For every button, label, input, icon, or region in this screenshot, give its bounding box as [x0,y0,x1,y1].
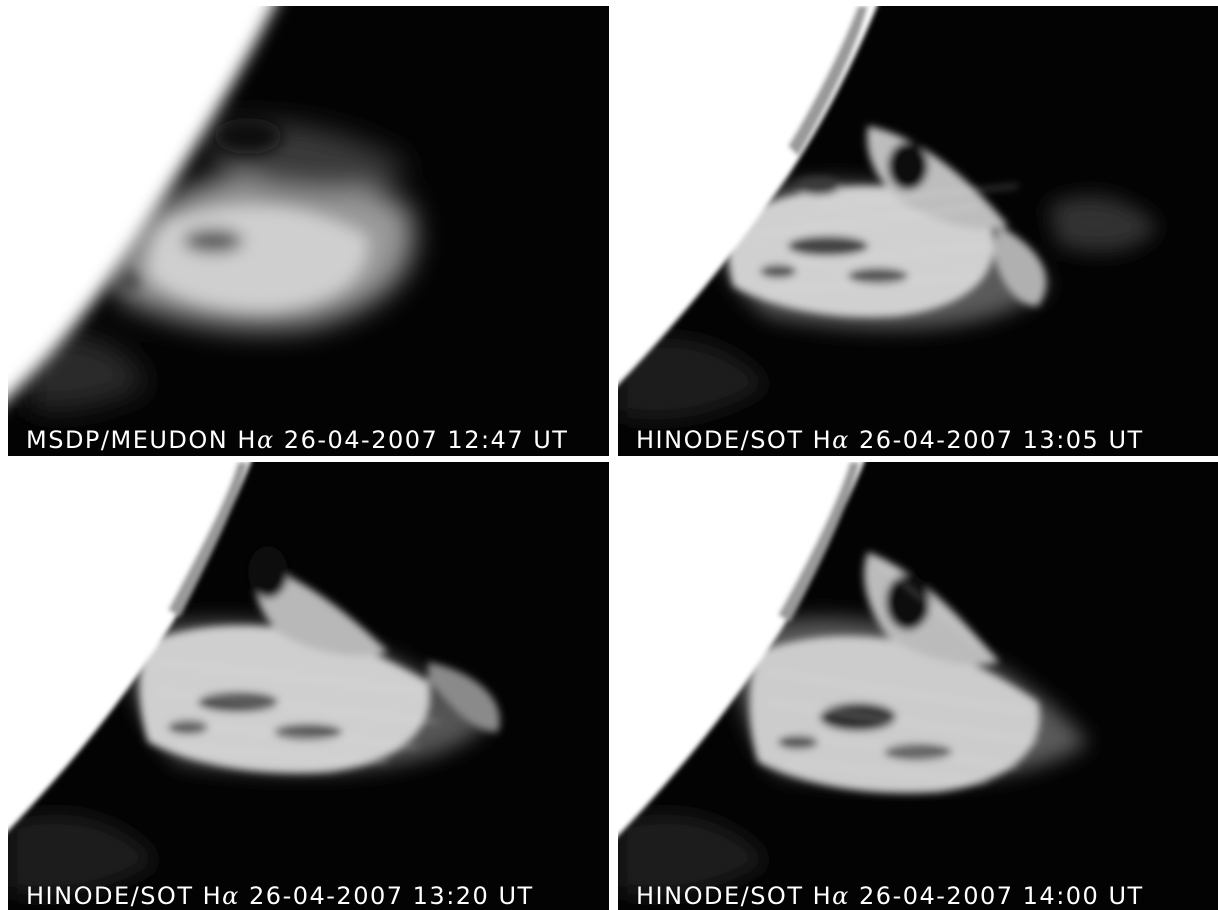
time-label: 12:47 [447,426,525,454]
prominence-image [8,6,609,456]
date-label: 26-04-2007 [859,426,1014,454]
panel-caption: HINODE/SOT Hα 26-04-2007 13:05 UT [636,428,1144,452]
prominence-image [8,462,609,910]
instrument-label: HINODE/SOT [636,426,804,454]
prominence-image [618,462,1218,910]
image-panel-sot-1400: HINODE/SOT Hα 26-04-2007 14:00 UT [618,462,1218,910]
image-panel-sot-1305: HINODE/SOT Hα 26-04-2007 13:05 UT [618,6,1218,456]
line-label: Hα [202,882,240,910]
instrument-label: HINODE/SOT [636,882,804,910]
time-unit-label: UT [498,882,534,910]
time-unit-label: UT [1108,426,1144,454]
date-label: 26-04-2007 [249,882,404,910]
image-panel-msdp-1247: MSDP/MEUDON Hα 26-04-2007 12:47 UT [8,6,609,456]
image-panel-sot-1320: HINODE/SOT Hα 26-04-2007 13:20 UT [8,462,609,910]
time-label: 14:00 [1022,882,1100,910]
time-unit-label: UT [533,426,569,454]
instrument-label: HINODE/SOT [26,882,194,910]
line-label: Hα [237,426,275,454]
line-label: Hα [812,426,850,454]
time-unit-label: UT [1108,882,1144,910]
prominence-image [618,6,1218,456]
date-label: 26-04-2007 [283,426,439,454]
line-label: Hα [812,882,850,910]
time-label: 13:05 [1022,426,1100,454]
instrument-label: MSDP/MEUDON [26,426,229,454]
time-label: 13:20 [412,882,490,910]
panel-caption: HINODE/SOT Hα 26-04-2007 14:00 UT [636,884,1144,908]
date-label: 26-04-2007 [859,882,1014,910]
panel-caption: MSDP/MEUDON Hα 26-04-2007 12:47 UT [26,428,568,452]
panel-caption: HINODE/SOT Hα 26-04-2007 13:20 UT [26,884,534,908]
